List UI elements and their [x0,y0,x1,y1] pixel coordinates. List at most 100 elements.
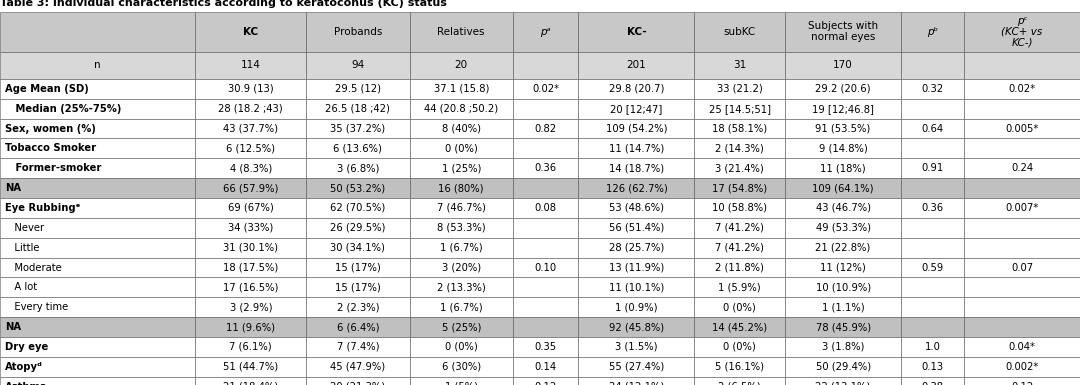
Text: 1 (5.9%): 1 (5.9%) [718,282,761,292]
Text: 50 (29.4%): 50 (29.4%) [815,362,870,372]
Bar [785,218,901,238]
Bar [694,238,785,258]
Text: 33 (21.2): 33 (21.2) [717,84,762,94]
Text: 0.12: 0.12 [535,382,557,385]
Text: 0 (0%): 0 (0%) [724,342,756,352]
Bar [694,337,785,357]
Text: 22 (13.1%): 22 (13.1%) [815,382,870,385]
Text: 2 (6.5%): 2 (6.5%) [718,382,761,385]
Text: 0 (0%): 0 (0%) [445,342,477,352]
Bar [513,278,579,297]
Text: pᵃ: pᵃ [540,27,551,37]
Bar [785,158,901,178]
Text: 0.36: 0.36 [535,163,556,173]
Bar [0,52,195,79]
Bar [964,158,1080,178]
Bar [964,218,1080,238]
Text: A lot: A lot [5,282,38,292]
Bar [579,317,694,337]
Text: 201: 201 [626,60,646,70]
Text: 0.91: 0.91 [921,163,944,173]
Text: 0.35: 0.35 [535,342,556,352]
Bar [964,52,1080,79]
Bar [409,218,513,238]
Bar [785,258,901,278]
Text: 7 (41.2%): 7 (41.2%) [715,223,765,233]
Text: 126 (62.7%): 126 (62.7%) [606,183,667,193]
Bar [195,337,307,357]
Text: 7 (7.4%): 7 (7.4%) [337,342,379,352]
Text: 31: 31 [733,60,746,70]
Bar [579,258,694,278]
Bar [579,198,694,218]
Bar [513,99,579,119]
Text: n: n [94,60,100,70]
Bar [785,178,901,198]
Text: 0.32: 0.32 [921,84,944,94]
Bar [195,357,307,377]
Bar [513,139,579,158]
Bar [901,258,964,278]
Text: 9 (14.8%): 9 (14.8%) [819,143,867,153]
Text: 109 (54.2%): 109 (54.2%) [606,124,667,134]
Text: 0.14: 0.14 [535,362,556,372]
Text: Table 3: Individual characteristics according to keratoconus (KC) status: Table 3: Individual characteristics acco… [0,0,447,8]
Bar [195,119,307,139]
Text: 43 (46.7%): 43 (46.7%) [815,203,870,213]
Text: subKC: subKC [724,27,756,37]
Bar [195,258,307,278]
Bar [964,79,1080,99]
Text: 0.005*: 0.005* [1005,124,1039,134]
Bar [195,79,307,99]
Bar [901,317,964,337]
Bar [513,337,579,357]
Bar [785,52,901,79]
Text: 25 [14.5;51]: 25 [14.5;51] [708,104,771,114]
Bar [307,178,409,198]
Bar [307,79,409,99]
Bar [513,357,579,377]
Bar [409,79,513,99]
Bar [964,317,1080,337]
Bar [901,52,964,79]
Text: 14 (18.7%): 14 (18.7%) [609,163,664,173]
Text: 1 (6.7%): 1 (6.7%) [440,302,483,312]
Text: 3 (1.5%): 3 (1.5%) [616,342,658,352]
Bar [409,317,513,337]
Text: 21 (22.8%): 21 (22.8%) [815,243,870,253]
Text: 53 (48.6%): 53 (48.6%) [609,203,664,213]
Text: 6 (12.5%): 6 (12.5%) [227,143,275,153]
Bar [0,12,195,52]
Bar [579,337,694,357]
Text: 7 (6.1%): 7 (6.1%) [229,342,272,352]
Text: 2 (2.3%): 2 (2.3%) [337,302,379,312]
Text: KC-: KC- [626,27,646,37]
Bar [694,357,785,377]
Bar [409,12,513,52]
Bar [901,119,964,139]
Text: Asthma: Asthma [5,382,49,385]
Bar [195,198,307,218]
Bar [901,79,964,99]
Bar [195,12,307,52]
Text: pᵇ: pᵇ [927,27,939,37]
Bar [307,119,409,139]
Bar [964,178,1080,198]
Text: 28 (18.2 ;43): 28 (18.2 ;43) [218,104,283,114]
Bar [579,278,694,297]
Bar [409,297,513,317]
Bar [579,238,694,258]
Bar [901,178,964,198]
Text: 14 (45.2%): 14 (45.2%) [712,322,767,332]
Bar [0,278,195,297]
Bar [0,337,195,357]
Bar [0,357,195,377]
Bar [901,198,964,218]
Bar [0,119,195,139]
Bar [513,12,579,52]
Bar [195,178,307,198]
Bar [513,119,579,139]
Text: KC: KC [243,27,258,37]
Text: 69 (67%): 69 (67%) [228,203,273,213]
Text: 19 [12;46.8]: 19 [12;46.8] [812,104,874,114]
